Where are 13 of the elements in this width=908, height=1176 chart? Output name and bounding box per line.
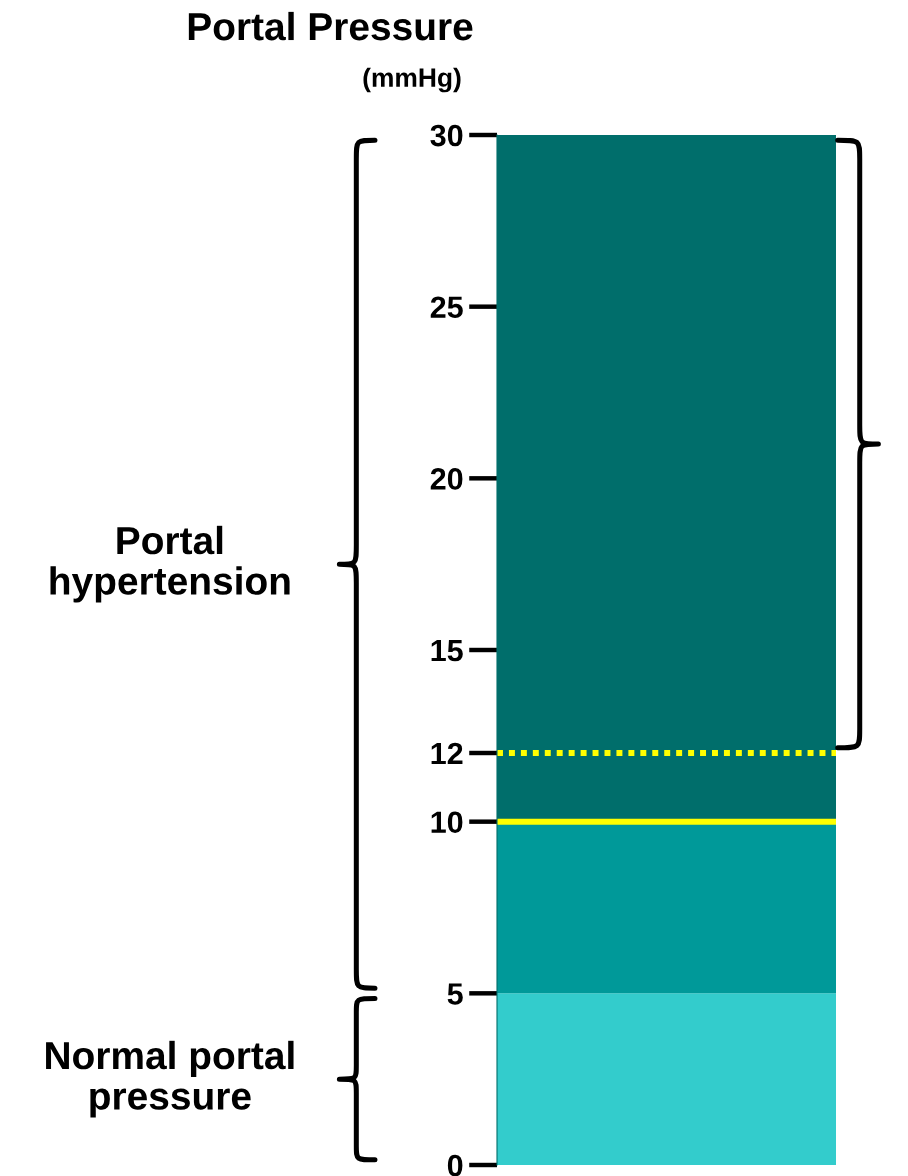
chart-subtitle: (mmHg) [363,67,461,93]
chart-title: Portal Pressure [188,11,473,41]
y-tick-label: 25 [430,296,463,319]
text: Normal portal pressure [46,1040,294,1118]
y-tick-label: 15 [431,640,463,662]
text: Portal hypertension [50,525,290,603]
bar [497,993,836,1165]
y-tick-label: 10 [431,811,463,834]
y-tick-label: 30 [430,124,463,147]
y-tick-label: 5 [447,983,463,1005]
y-tick-label: 0 [447,1154,463,1176]
y-tick-label: 12 [431,742,463,765]
y-tick-label: 20 [430,468,463,490]
